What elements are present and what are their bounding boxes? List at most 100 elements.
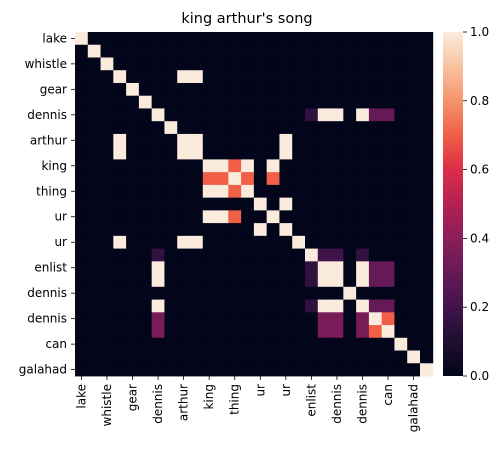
heatmap-cell <box>164 337 178 351</box>
heatmap-cell <box>292 172 306 186</box>
heatmap-cell <box>368 108 383 122</box>
heatmap-cell <box>126 261 140 275</box>
heatmap-cell <box>305 274 319 288</box>
heatmap-cell <box>75 274 89 288</box>
heatmap-cell <box>317 299 331 313</box>
heatmap-cell <box>126 197 140 211</box>
heatmap-cell <box>407 286 421 300</box>
heatmap-cell <box>381 350 395 364</box>
heatmap-cell <box>305 108 319 122</box>
heatmap-cell <box>407 299 421 313</box>
heatmap-cell <box>177 261 191 275</box>
heatmap-cell <box>177 159 191 173</box>
heatmap-cell <box>215 337 229 351</box>
heatmap-cell <box>356 274 370 288</box>
heatmap-cell <box>126 70 140 84</box>
heatmap-cell <box>368 235 383 249</box>
heatmap-cell <box>381 184 395 199</box>
heatmap-cell <box>215 261 229 275</box>
heatmap-cell <box>228 108 242 122</box>
heatmap-cell <box>266 95 280 109</box>
heatmap-cell <box>317 159 331 173</box>
x-tick-label: dennis <box>330 384 344 424</box>
heatmap-cell <box>87 121 101 135</box>
heatmap-cell <box>151 159 165 173</box>
heatmap-cell <box>228 172 242 186</box>
heatmap-cell <box>305 223 319 237</box>
heatmap-cell <box>113 32 127 46</box>
heatmap-cell <box>151 210 165 224</box>
heatmap-cell <box>138 108 153 122</box>
heatmap-cell <box>343 57 357 71</box>
heatmap-cell <box>279 235 293 249</box>
heatmap-cell <box>356 210 370 224</box>
heatmap-cell <box>279 325 293 339</box>
heatmap-cell <box>305 146 319 160</box>
heatmap-cell <box>87 312 101 326</box>
heatmap-cell <box>394 248 408 262</box>
heatmap-cell <box>279 82 293 97</box>
heatmap-cell <box>266 32 280 46</box>
heatmap-cell <box>177 133 191 148</box>
heatmap-cell <box>317 337 331 351</box>
heatmap-cell <box>151 350 165 364</box>
heatmap-cell <box>305 337 319 351</box>
heatmap-cell <box>292 299 306 313</box>
heatmap-cell <box>343 44 357 58</box>
heatmap-cell <box>190 337 204 351</box>
heatmap-cell <box>330 121 344 135</box>
heatmap-cell <box>394 146 408 160</box>
heatmap-cell <box>164 299 178 313</box>
heatmap-cell <box>151 286 165 300</box>
heatmap-cell <box>292 121 306 135</box>
heatmap-cell <box>113 363 127 377</box>
heatmap-cell <box>330 286 344 300</box>
heatmap-cell <box>190 248 204 262</box>
heatmap-cell <box>164 210 178 224</box>
heatmap-cell <box>100 70 114 84</box>
heatmap-cell <box>343 312 357 326</box>
y-tick-label: enlist <box>34 261 67 275</box>
y-tick-label: arthur <box>30 133 67 147</box>
heatmap-cell <box>241 133 255 148</box>
heatmap-cell <box>228 235 242 249</box>
heatmap-cell <box>151 274 165 288</box>
heatmap-cell <box>420 57 434 71</box>
heatmap-cell <box>100 299 114 313</box>
heatmap-cell <box>228 299 242 313</box>
heatmap-cell <box>305 159 319 173</box>
heatmap-cell <box>407 44 421 58</box>
heatmap-cell <box>138 32 153 46</box>
heatmap-cell <box>343 261 357 275</box>
x-tick-label: ur <box>279 384 293 397</box>
heatmap-cell <box>317 235 331 249</box>
heatmap-cell <box>356 146 370 160</box>
heatmap-cell <box>202 312 216 326</box>
heatmap-cell <box>266 210 280 224</box>
heatmap-cell <box>394 350 408 364</box>
heatmap-cell <box>113 159 127 173</box>
heatmap-cell <box>368 184 383 199</box>
heatmap-cell <box>317 248 331 262</box>
heatmap-cell <box>164 82 178 97</box>
heatmap-cell <box>126 95 140 109</box>
heatmap-cell <box>87 286 101 300</box>
heatmap-cell <box>215 32 229 46</box>
heatmap-cell <box>151 223 165 237</box>
heatmap-cell <box>126 274 140 288</box>
heatmap-cell <box>190 95 204 109</box>
heatmap-cell <box>330 312 344 326</box>
y-tick-label: ur <box>54 210 67 224</box>
heatmap-cell <box>356 248 370 262</box>
heatmap-cell <box>305 44 319 58</box>
heatmap-cell <box>202 299 216 313</box>
heatmap-cell <box>317 121 331 135</box>
heatmap-cell <box>279 337 293 351</box>
heatmap-cell <box>151 325 165 339</box>
heatmap-cell <box>75 184 89 199</box>
heatmap-cell <box>420 121 434 135</box>
heatmap-cell <box>266 223 280 237</box>
heatmap-cell <box>368 210 383 224</box>
heatmap-cell <box>381 133 395 148</box>
heatmap-cell <box>75 159 89 173</box>
